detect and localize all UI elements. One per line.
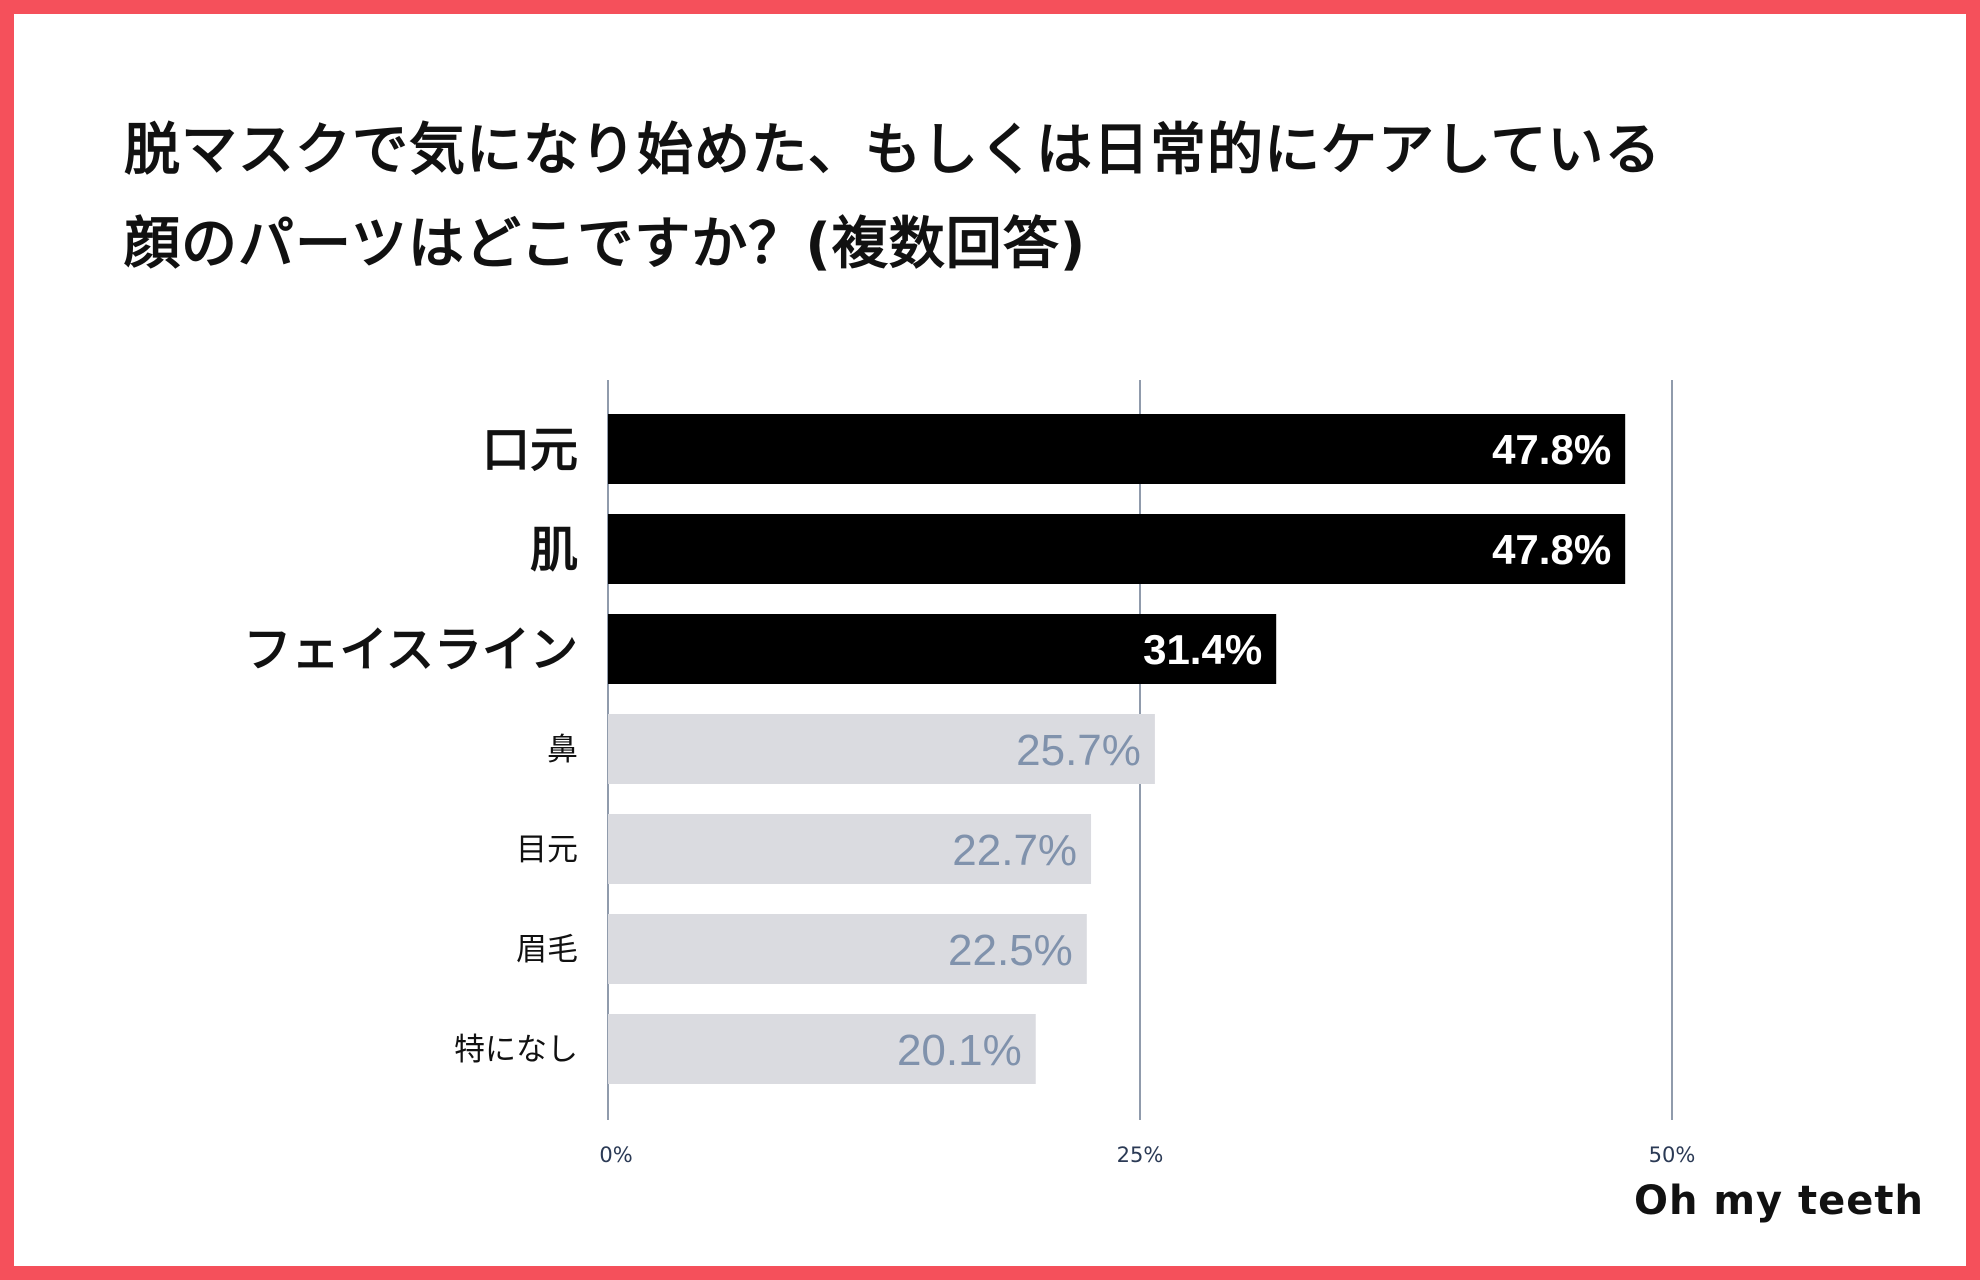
bar bbox=[608, 1014, 1036, 1084]
category-label: 口元 bbox=[482, 422, 578, 478]
data-label: 47.8% bbox=[1492, 426, 1611, 473]
category-label: 鼻 bbox=[547, 732, 578, 768]
bar bbox=[608, 814, 1092, 884]
data-label: 25.7% bbox=[1016, 726, 1141, 775]
bar bbox=[608, 614, 1277, 684]
category-label: 特になし bbox=[454, 1032, 578, 1068]
data-label: 20.1% bbox=[897, 1026, 1022, 1075]
data-label: 47.8% bbox=[1492, 526, 1611, 573]
bar bbox=[608, 414, 1626, 484]
data-label: 22.7% bbox=[952, 826, 1077, 875]
category-label: 眉毛 bbox=[516, 932, 578, 968]
chart-title-line-2: 顔のパーツはどこですか？(複数回答) bbox=[124, 212, 1087, 277]
bar bbox=[608, 914, 1087, 984]
category-label: フェイスライン bbox=[243, 622, 578, 678]
x-tick-label: 0% bbox=[599, 1143, 632, 1167]
chart-title: 脱マスクで気になり始めた、もしくは日常的にケアしている 顔のパーツはどこですか？… bbox=[124, 104, 1884, 292]
x-tick-label: 25% bbox=[1117, 1143, 1164, 1167]
category-label: 目元 bbox=[516, 832, 578, 868]
data-label: 31.4% bbox=[1143, 626, 1262, 673]
x-tick-label: 50% bbox=[1649, 1143, 1696, 1167]
bar bbox=[608, 714, 1155, 784]
bar bbox=[608, 514, 1626, 584]
brand-logo: Oh my teeth bbox=[1633, 1178, 1924, 1224]
chart-title-line-1: 脱マスクで気になり始めた、もしくは日常的にケアしている bbox=[124, 118, 1662, 183]
category-label: 肌 bbox=[530, 522, 578, 578]
data-label: 22.5% bbox=[948, 926, 1073, 975]
